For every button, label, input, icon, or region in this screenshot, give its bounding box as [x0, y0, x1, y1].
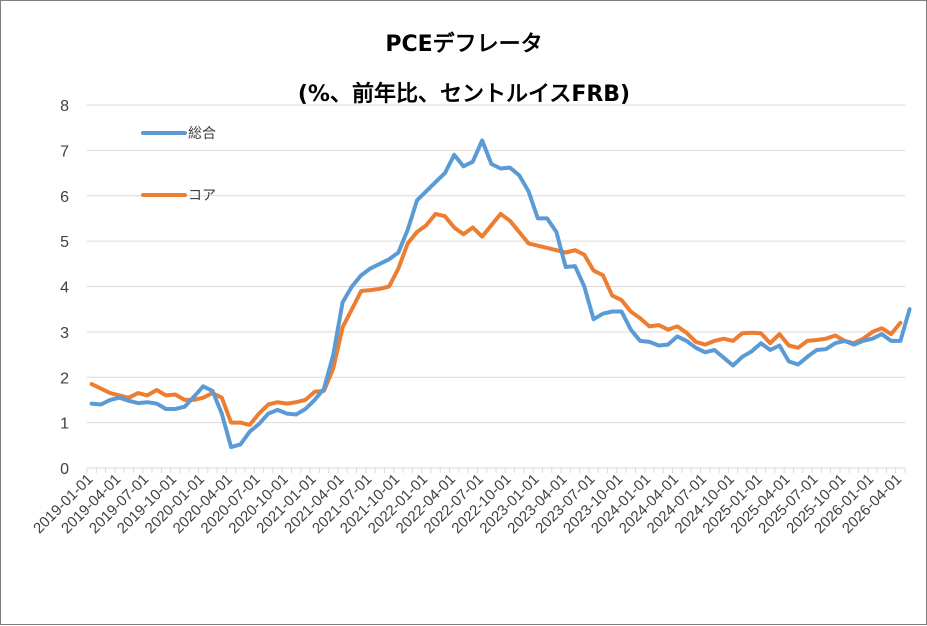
y-tick-label: 4	[60, 280, 69, 297]
y-tick-label: 2	[60, 370, 69, 387]
x-axis: 2019-01-012019-04-012019-07-012019-10-01…	[30, 467, 906, 537]
chart-subtitle: (%、前年比、セントルイスFRB)	[298, 81, 630, 107]
y-tick-label: 1	[60, 416, 69, 433]
y-tick-label: 0	[60, 461, 69, 478]
legend-label: 総合	[188, 126, 216, 142]
chart-title: PCEデフレータ	[385, 31, 542, 57]
y-tick-label: 8	[60, 98, 69, 115]
series-lines	[89, 138, 912, 450]
y-tick-label: 6	[60, 189, 69, 206]
y-tick-label: 5	[60, 234, 69, 251]
legend-label: コア	[188, 188, 216, 204]
series-line-core	[89, 211, 903, 427]
y-axis: 0 1 2 3 4 5 6 7 8	[60, 98, 69, 478]
y-tick-label: 7	[60, 143, 69, 160]
y-tick-label: 3	[60, 325, 69, 342]
gridlines	[87, 104, 905, 424]
series-line-headline	[89, 138, 912, 450]
